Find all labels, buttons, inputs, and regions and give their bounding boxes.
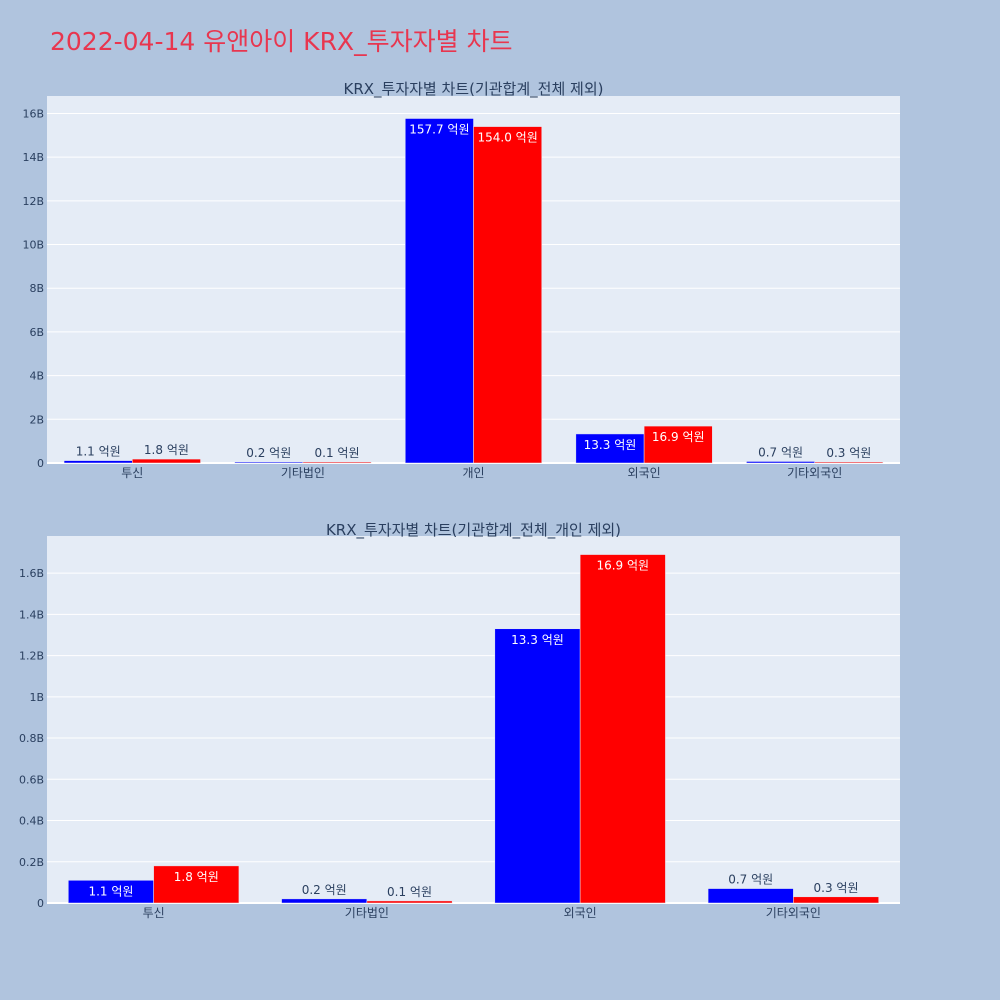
bar-blue	[405, 118, 474, 464]
data-label: 1.1 억원	[88, 884, 133, 898]
chart-title: KRX_투자자별 차트(기관합계_전체 제외)	[344, 80, 604, 99]
y-tick-label: 12B	[22, 195, 44, 208]
plot-area-1	[47, 536, 900, 903]
data-label: 13.3 억원	[584, 438, 637, 452]
data-label: 13.3 억원	[511, 633, 564, 647]
bar-blue	[63, 460, 133, 464]
x-tick-label: 기타법인	[345, 906, 389, 920]
x-tick-label: 투신	[121, 466, 143, 480]
y-tick-label: 8B	[29, 282, 44, 295]
bar-red	[814, 461, 884, 464]
x-tick-label: 기타외국인	[787, 466, 842, 480]
x-tick-label: 기타법인	[281, 466, 325, 480]
x-tick-label: 투신	[143, 906, 165, 920]
y-tick-label: 0.4B	[19, 815, 44, 828]
data-label: 0.7 억원	[728, 873, 773, 887]
y-tick-label: 1.4B	[19, 608, 44, 621]
data-label: 16.9 억원	[652, 430, 705, 444]
page-title: 2022-04-14 유앤아이 KRX_투자자별 차트	[50, 27, 513, 56]
bar-red	[473, 126, 542, 464]
x-tick-label: 개인	[462, 466, 484, 480]
y-tick-label: 16B	[22, 107, 44, 120]
data-label: 157.7 억원	[409, 123, 469, 137]
y-tick-label: 1B	[29, 691, 44, 704]
data-label: 0.3 억원	[814, 881, 859, 895]
data-label: 0.2 억원	[302, 883, 347, 897]
data-label: 1.8 억원	[144, 443, 189, 457]
data-label: 0.2 억원	[246, 446, 291, 460]
y-tick-label: 0	[37, 897, 44, 910]
y-tick-label: 0.8B	[19, 732, 44, 745]
bar-blue	[746, 461, 815, 464]
bar-blue	[575, 433, 645, 464]
y-tick-label: 4B	[29, 370, 44, 383]
data-label: 0.3 억원	[826, 446, 871, 460]
bar-blue	[234, 461, 304, 464]
x-tick-label: 기타외국인	[766, 906, 821, 920]
y-tick-label: 6B	[29, 326, 44, 339]
bar-blue	[281, 898, 368, 904]
y-tick-label: 14B	[22, 151, 44, 164]
x-tick-label: 외국인	[564, 906, 597, 920]
bar-red	[132, 458, 201, 464]
bar-red	[579, 554, 666, 904]
y-tick-label: 0.2B	[19, 856, 44, 869]
y-tick-label: 1.2B	[19, 650, 44, 663]
bar-red	[793, 896, 879, 904]
bar-blue	[707, 888, 794, 904]
x-tick-label: 외국인	[628, 466, 661, 480]
bar-red	[366, 900, 453, 904]
bar-red	[153, 865, 240, 904]
y-tick-label: 0	[37, 457, 44, 470]
data-label: 16.9 억원	[596, 559, 649, 573]
data-label: 0.1 억원	[315, 446, 360, 460]
data-label: 1.1 억원	[76, 445, 121, 459]
bar-red	[302, 461, 372, 464]
bar-blue	[494, 628, 581, 904]
y-tick-label: 10B	[22, 239, 44, 252]
y-tick-label: 0.6B	[19, 773, 44, 786]
data-label: 0.1 억원	[387, 885, 432, 899]
chart-title: KRX_투자자별 차트(기관합계_전체_개인 제외)	[326, 521, 621, 540]
y-tick-label: 2B	[29, 413, 44, 426]
data-label: 154.0 억원	[477, 131, 537, 145]
data-label: 1.8 억원	[174, 870, 219, 884]
y-tick-label: 1.6B	[19, 567, 44, 580]
bar-red	[643, 425, 713, 464]
data-label: 0.7 억원	[758, 445, 803, 459]
